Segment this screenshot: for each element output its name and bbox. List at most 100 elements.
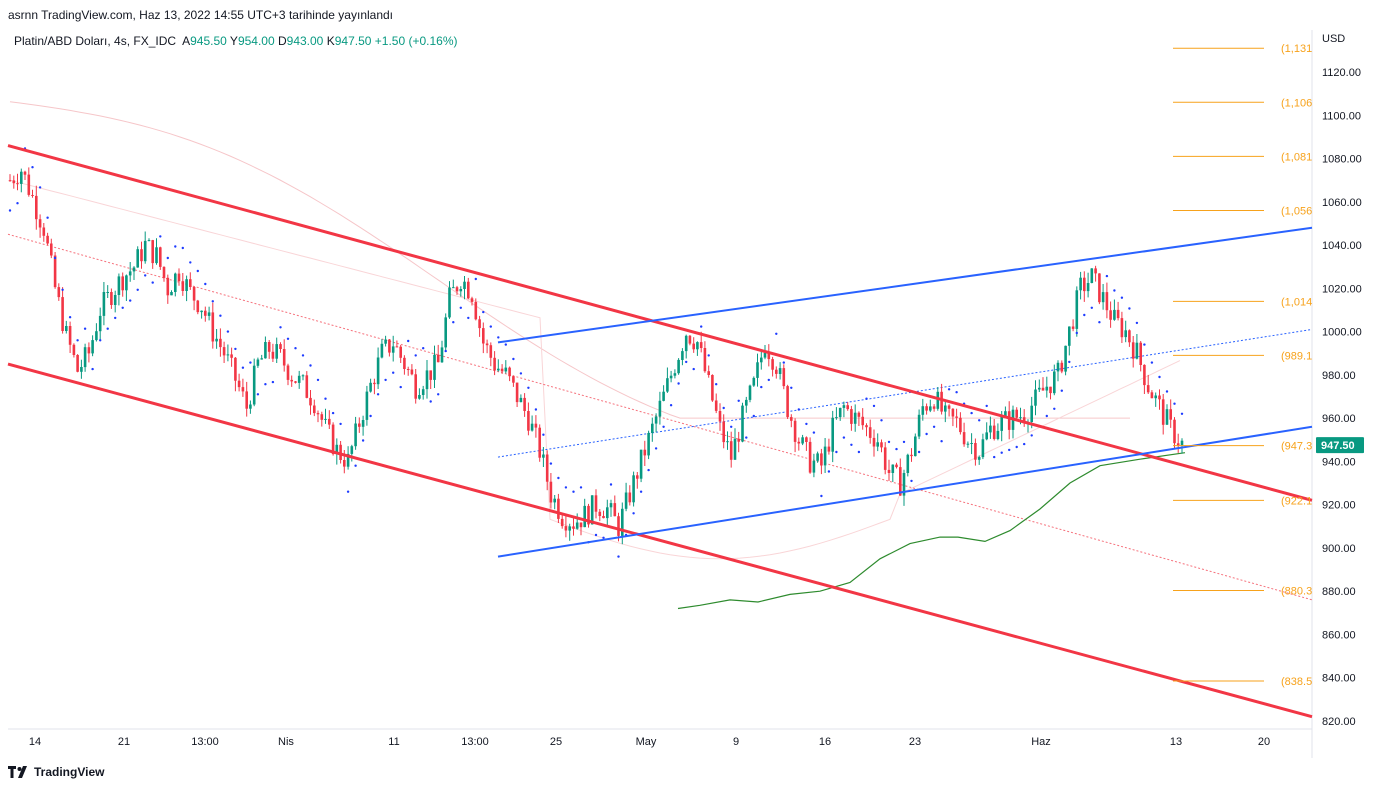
- candle-body: [868, 427, 872, 438]
- candle-body: [895, 464, 898, 468]
- candle-body: [891, 464, 895, 473]
- candle-body: [192, 287, 196, 301]
- footer-brand[interactable]: TradingView: [8, 765, 104, 779]
- sar-dot: [917, 450, 921, 454]
- candle-body: [1086, 283, 1090, 292]
- sar-dot: [617, 555, 620, 558]
- candle-body: [816, 453, 819, 461]
- candle-body: [121, 276, 124, 291]
- candle-body: [1064, 345, 1067, 372]
- candle-body: [324, 418, 327, 420]
- candle-body: [568, 526, 571, 531]
- candle-body: [549, 481, 553, 503]
- candle-body: [335, 444, 339, 455]
- candle-body: [403, 357, 406, 369]
- candle-body: [65, 326, 68, 331]
- x-tick-label: 23: [909, 736, 921, 748]
- x-tick-label: 14: [29, 736, 41, 748]
- sar-dot: [632, 512, 635, 515]
- sar-dot: [61, 288, 64, 291]
- candle-body: [27, 174, 31, 195]
- candle-body: [143, 240, 147, 262]
- sar-dot: [467, 316, 470, 320]
- candle-body: [245, 391, 248, 409]
- sar-dot: [827, 470, 831, 473]
- candle-body: [974, 443, 977, 460]
- candle-body: [1098, 273, 1101, 303]
- candle-body: [102, 292, 106, 316]
- x-tick-label: 21: [118, 736, 130, 748]
- sar-dot: [579, 486, 583, 489]
- sar-dot: [947, 388, 951, 391]
- candle-body: [959, 417, 962, 433]
- candle-body: [493, 357, 496, 371]
- candle-body: [1128, 330, 1131, 343]
- candle-body: [211, 312, 215, 342]
- candle-body: [827, 446, 831, 452]
- candle-body: [624, 492, 628, 509]
- candle-body: [666, 378, 669, 392]
- fib-level-label: (1,081: [1281, 151, 1312, 163]
- candle-body: [823, 446, 827, 466]
- candle-body: [1094, 268, 1097, 274]
- sar-dot: [219, 314, 222, 317]
- candle-body: [313, 405, 316, 414]
- candle-body: [1056, 362, 1060, 372]
- candle-body: [181, 281, 185, 291]
- candle-body: [636, 475, 639, 479]
- candle-body: [125, 275, 128, 291]
- candle-body: [365, 391, 369, 420]
- fib-level-label: (947.3: [1281, 441, 1312, 453]
- sar-dot: [1120, 296, 1124, 299]
- sar-dot: [444, 349, 447, 353]
- candle-body: [57, 287, 61, 298]
- sar-dot: [497, 336, 500, 339]
- candle-body: [497, 368, 500, 371]
- sar-dot: [662, 425, 665, 428]
- open-value: 945.50: [190, 34, 227, 48]
- candle-body: [628, 492, 632, 503]
- sar-dot: [1068, 360, 1071, 364]
- candle-body: [264, 342, 267, 359]
- sar-dot: [549, 462, 553, 465]
- rising-upper-line: [497, 226, 1313, 344]
- sar-dot: [1113, 289, 1116, 292]
- candle-body: [1045, 386, 1049, 391]
- candle-body: [31, 195, 34, 196]
- candle-body: [470, 298, 474, 302]
- candle-body: [504, 367, 508, 372]
- candle-body: [444, 317, 447, 348]
- candle-body: [771, 359, 774, 370]
- sar-dot: [346, 490, 350, 493]
- sar-dot: [782, 361, 785, 364]
- price-chart[interactable]: (1,131 (1,106 (1,081 (1,056 (1,014 (989.1 (947…: [0, 30, 1386, 758]
- candle-body: [880, 442, 883, 448]
- candle-body: [1173, 419, 1176, 444]
- candle-body: [1079, 277, 1082, 291]
- candle-body: [343, 460, 346, 467]
- sar-dot: [83, 327, 87, 330]
- sar-dot: [331, 411, 335, 415]
- sar-dot: [271, 380, 275, 384]
- low-value: 943.00: [286, 34, 324, 48]
- candle-body: [842, 405, 846, 408]
- candle-body: [902, 473, 906, 496]
- candle-body: [331, 424, 335, 455]
- candle-body: [1109, 310, 1112, 320]
- x-tick-label: Nis: [278, 736, 294, 748]
- candle-body: [286, 365, 290, 380]
- candle-body: [339, 444, 342, 460]
- sar-dot: [993, 455, 996, 459]
- sar-dot: [1143, 343, 1146, 346]
- sar-dot: [542, 433, 545, 436]
- candle-body: [707, 371, 710, 375]
- candle-body: [151, 240, 154, 264]
- candle-body: [981, 439, 985, 458]
- candle-body: [1135, 342, 1139, 359]
- fib-level-label: (922.1: [1281, 495, 1312, 507]
- sar-dot: [1030, 434, 1033, 437]
- candle-body: [703, 348, 707, 372]
- candle-body: [767, 352, 771, 360]
- candle-body: [305, 375, 309, 398]
- candle-body: [38, 219, 42, 228]
